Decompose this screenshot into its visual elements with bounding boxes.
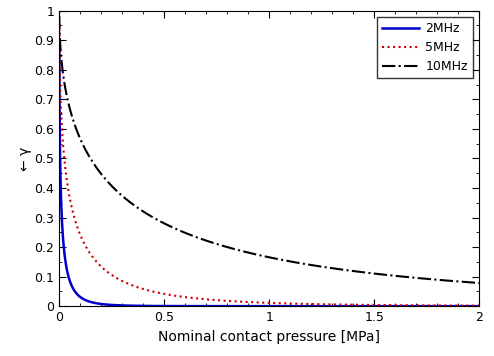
2MHz xyxy=(423,304,429,308)
2MHz xyxy=(476,304,482,308)
5MHz xyxy=(468,303,474,308)
Line: 2MHz: 2MHz xyxy=(59,41,479,306)
2MHz xyxy=(129,304,135,308)
10MHz xyxy=(104,179,110,183)
10MHz xyxy=(236,248,242,252)
5MHz xyxy=(217,298,223,303)
10MHz xyxy=(56,14,62,18)
2MHz xyxy=(56,39,62,43)
5MHz xyxy=(476,304,482,308)
10MHz xyxy=(129,201,135,206)
10MHz xyxy=(476,281,482,285)
Y-axis label: ← γ: ← γ xyxy=(18,146,32,171)
2MHz xyxy=(217,304,223,308)
5MHz xyxy=(423,303,429,308)
10MHz xyxy=(423,277,429,281)
10MHz xyxy=(468,280,474,284)
Line: 10MHz: 10MHz xyxy=(59,16,479,283)
X-axis label: Nominal contact pressure [MPa]: Nominal contact pressure [MPa] xyxy=(158,330,380,344)
5MHz xyxy=(104,269,110,274)
2MHz xyxy=(104,303,110,307)
10MHz xyxy=(217,243,223,247)
5MHz xyxy=(129,283,135,287)
Line: 5MHz: 5MHz xyxy=(59,24,479,306)
2MHz xyxy=(468,304,474,308)
5MHz xyxy=(56,22,62,26)
2MHz xyxy=(236,304,242,308)
Legend: 2MHz, 5MHz, 10MHz: 2MHz, 5MHz, 10MHz xyxy=(377,17,473,78)
5MHz xyxy=(236,299,242,304)
